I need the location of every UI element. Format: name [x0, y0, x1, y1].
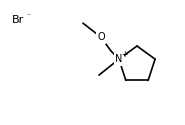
Text: Br: Br — [12, 15, 24, 25]
Text: N: N — [115, 54, 123, 64]
Text: O: O — [97, 32, 105, 42]
Text: ⁻: ⁻ — [26, 12, 30, 20]
Text: +: + — [121, 50, 127, 59]
